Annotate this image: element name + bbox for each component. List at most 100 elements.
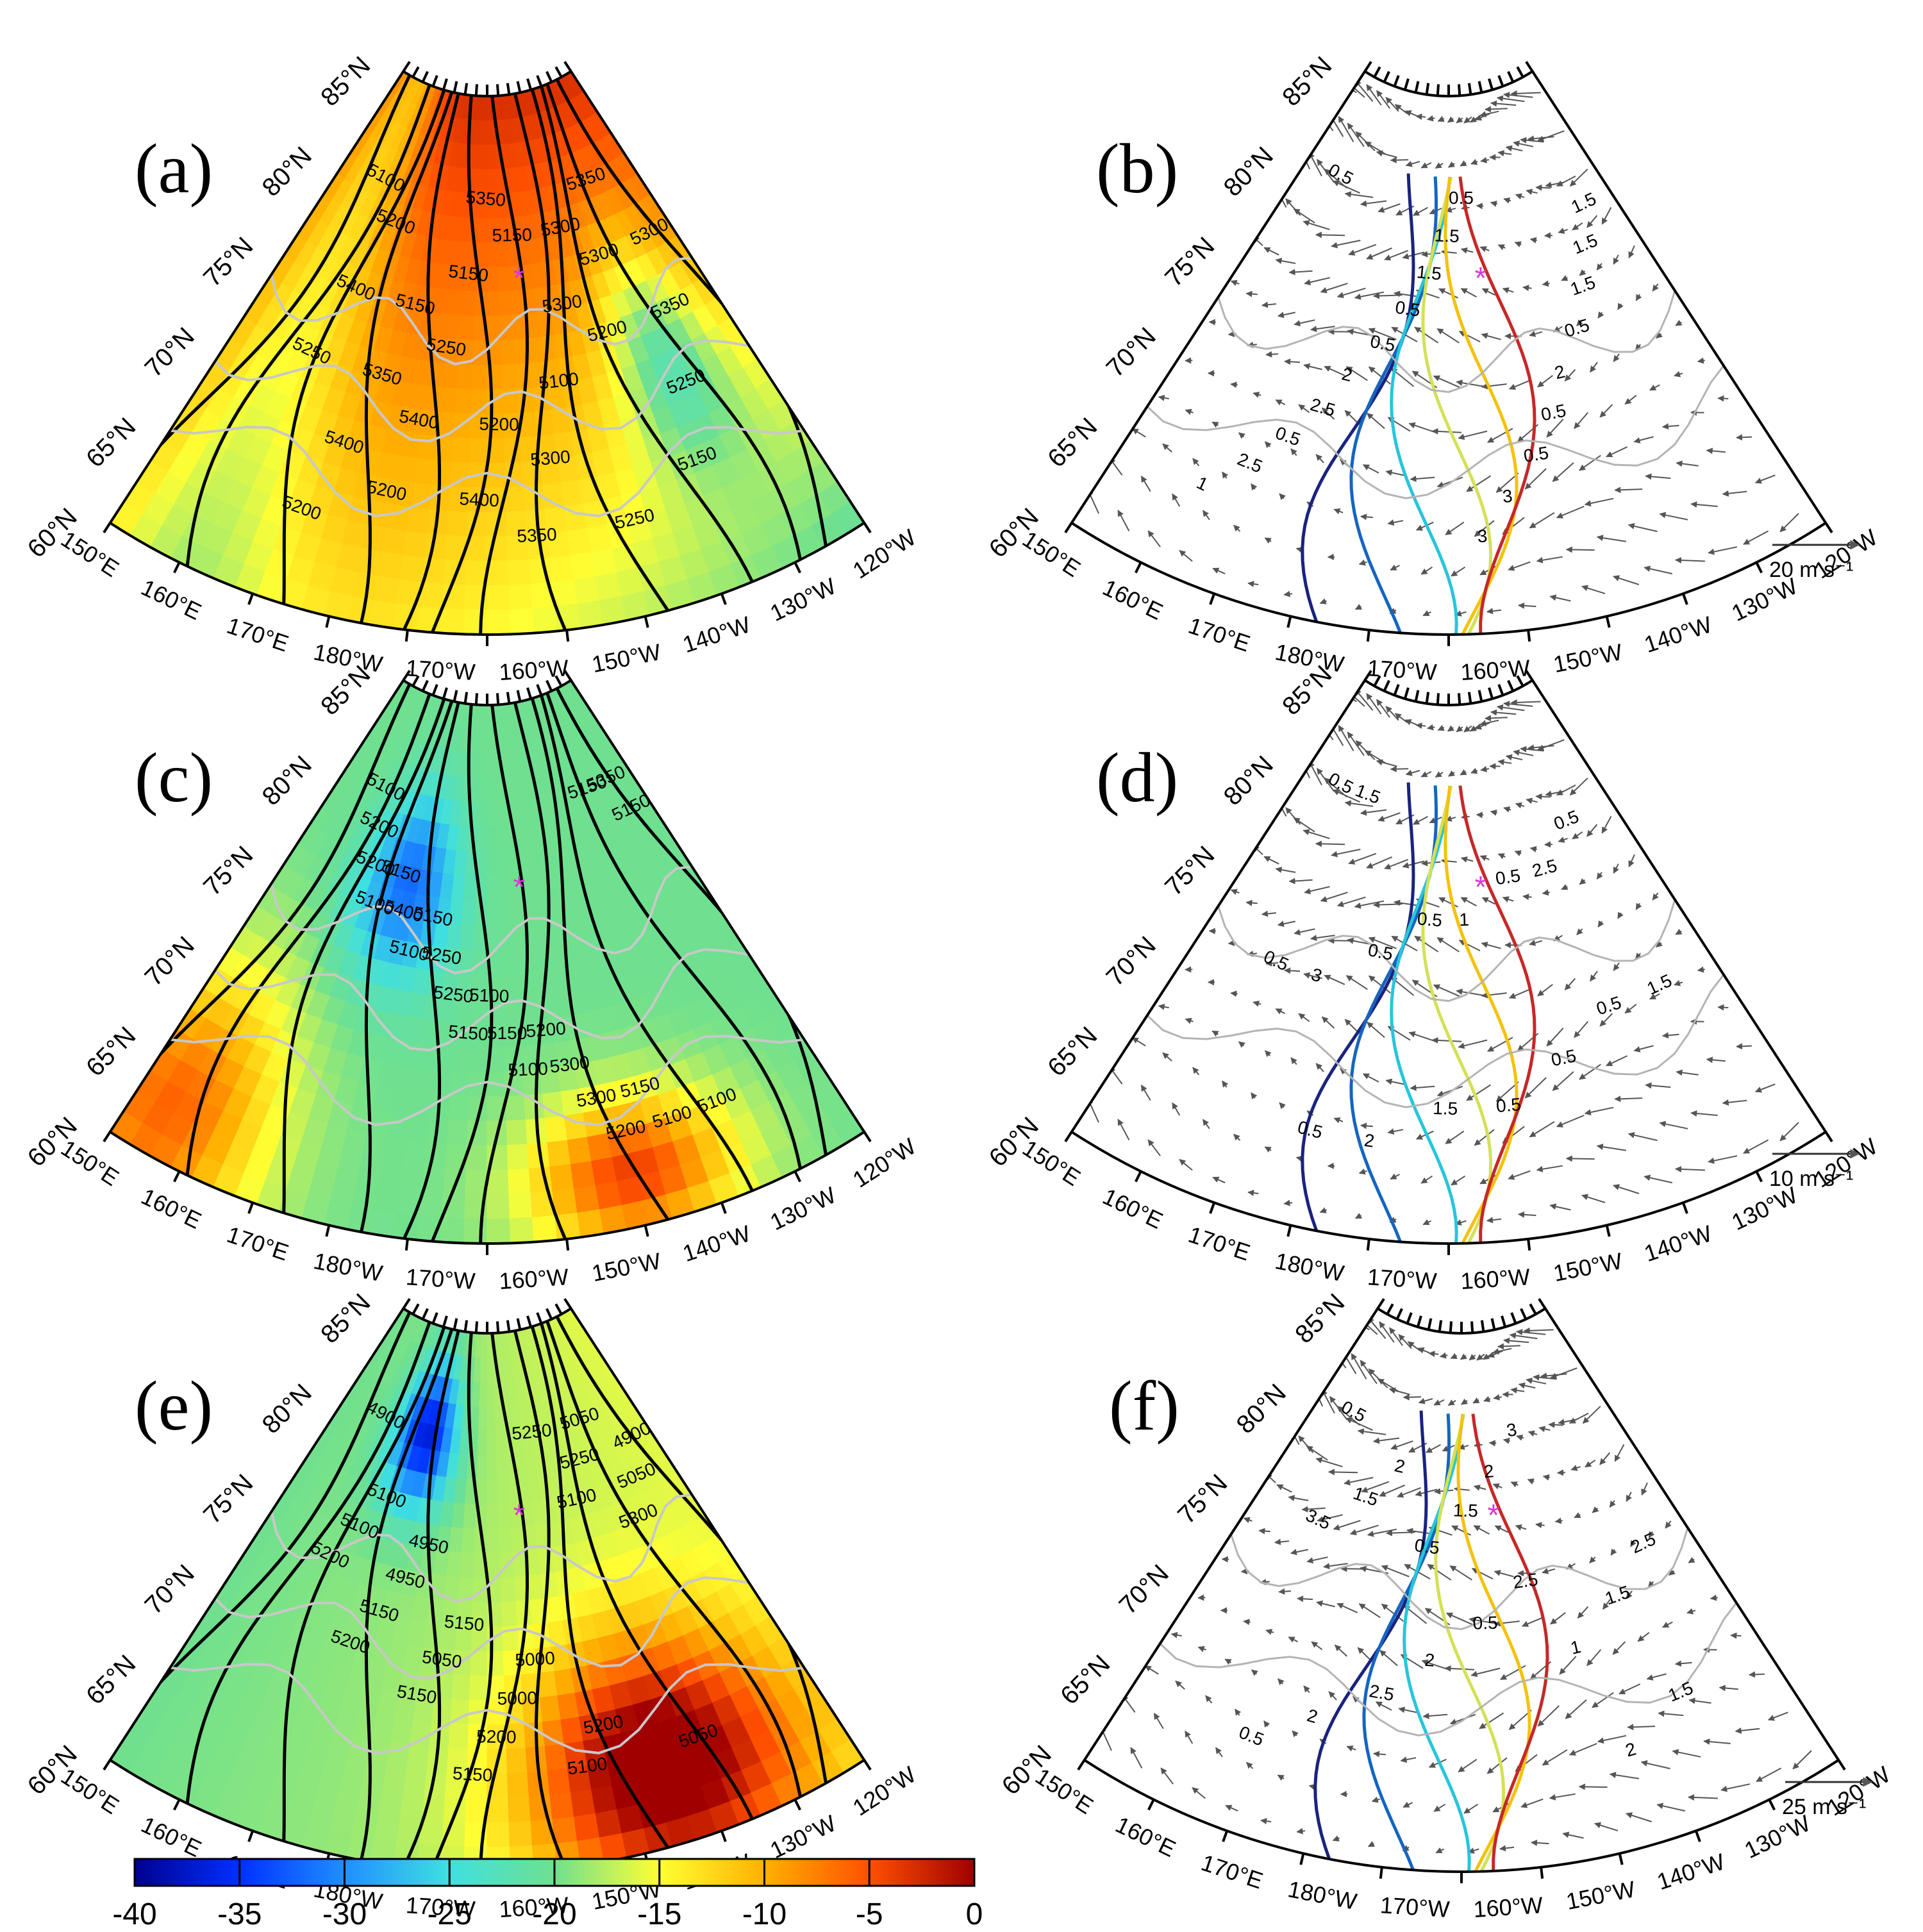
pole-tick <box>1529 1303 1537 1315</box>
contour-label: 5100 <box>508 1058 548 1079</box>
lon-label: 160°E <box>1099 574 1167 625</box>
field-cell <box>481 1333 488 1358</box>
contour-label: 5000 <box>515 1648 556 1670</box>
field-cell <box>461 899 476 926</box>
field-cell <box>469 1675 488 1701</box>
field-cell <box>487 1822 510 1848</box>
wind-vector <box>1505 145 1523 152</box>
field-cell <box>471 753 481 779</box>
contour-label: 5400 <box>459 488 500 510</box>
pole-tick <box>1393 75 1400 87</box>
lat-label: 70°N <box>1101 931 1161 992</box>
field-cell <box>469 1406 480 1432</box>
wind-vector <box>1436 328 1460 344</box>
wind-vector <box>1730 1632 1742 1639</box>
panel-e: 4900495050005050510051505200490049505000… <box>22 1288 921 1922</box>
pole-tick <box>526 687 533 699</box>
field-cell <box>382 1765 408 1794</box>
panel-label: (a) <box>135 129 213 208</box>
pole-tick <box>506 83 511 95</box>
wind-vector <box>1613 254 1619 265</box>
pole-tick <box>474 693 479 705</box>
wind-vector <box>1261 301 1277 308</box>
lon-tick <box>863 1759 872 1770</box>
contour-label: 5150 <box>447 261 489 285</box>
lat-label: 75°N <box>1160 232 1220 292</box>
lon-label: 170°E <box>224 612 292 657</box>
wind-vector <box>1303 220 1330 231</box>
field-cell <box>500 948 517 975</box>
field-cell <box>403 531 428 559</box>
contour-label: 0.5 <box>1417 908 1443 930</box>
wind-vector <box>1293 208 1315 224</box>
pole-tick <box>1501 1315 1507 1328</box>
pole-tick <box>1416 1315 1422 1328</box>
field-cell <box>378 1161 404 1190</box>
coastline <box>214 339 749 443</box>
wind-vector <box>1490 200 1497 207</box>
pole-tick <box>1497 684 1504 696</box>
contour-label: 0.5 <box>1472 1613 1498 1633</box>
field-cell <box>460 1552 475 1578</box>
wind-vector <box>1722 490 1747 497</box>
field-cell <box>451 1046 471 1072</box>
wind-vector <box>1569 169 1588 187</box>
reference-vector-label: 20 m s⁻¹ <box>1769 558 1853 582</box>
station-marker: * <box>513 262 526 296</box>
lon-tick <box>1147 1799 1155 1811</box>
pole-tick <box>402 1298 411 1310</box>
wind-vector <box>1479 246 1490 253</box>
station-marker: * <box>513 1499 526 1533</box>
contour-line <box>431 95 494 633</box>
map-frame <box>1070 69 1827 636</box>
wind-vector <box>1502 287 1514 294</box>
lon-tick <box>1299 1853 1305 1865</box>
lon-label: 150°E <box>1031 1763 1098 1819</box>
wind-vector <box>1355 131 1376 151</box>
pole-tick <box>563 1298 572 1310</box>
lon-label: 180°W <box>1273 1247 1346 1287</box>
pole-tick <box>545 1308 553 1320</box>
wind-vector <box>1247 581 1259 588</box>
wind-vector <box>1438 288 1458 299</box>
wind-vector <box>1675 319 1683 326</box>
wind-vector <box>1264 441 1272 449</box>
lon-tick <box>1527 1238 1531 1251</box>
wind-vector <box>1697 357 1705 364</box>
field-cell <box>487 291 501 317</box>
field-cell <box>451 1503 466 1529</box>
contour-label: 0.5 <box>1369 331 1397 356</box>
pole-tick <box>526 78 533 90</box>
contour-line <box>545 83 803 560</box>
coastline <box>1217 290 1676 394</box>
pole-tick <box>1403 687 1410 699</box>
wind-vector <box>1649 384 1660 391</box>
pole-tick <box>421 71 429 83</box>
lon-label: 120°W <box>848 1133 920 1192</box>
field-cell <box>497 266 512 292</box>
wind-vector <box>1470 158 1478 165</box>
field-cell <box>497 851 510 877</box>
panel-f: 0.50.510.51.51.5222.52.533.5221.50.51.52… <box>997 1288 1895 1922</box>
wind-vector <box>1749 1671 1765 1678</box>
field-cell <box>463 1218 488 1244</box>
speed-contour <box>1301 173 1415 622</box>
wind-vector <box>1565 1155 1595 1162</box>
lon-tick <box>794 562 802 574</box>
wind-vector <box>1328 1345 1347 1369</box>
field-cell <box>406 1744 430 1772</box>
pole-tick <box>526 1315 533 1328</box>
wind-vector <box>1245 290 1258 297</box>
lon-label: 150°W <box>590 638 663 678</box>
wind-vector <box>1578 1783 1608 1790</box>
lon-label: 150°E <box>1018 526 1085 582</box>
wind-vector <box>1378 203 1401 213</box>
pole-tick <box>516 1318 522 1330</box>
wind-vector <box>1518 602 1536 609</box>
lat-label: 70°N <box>140 931 200 992</box>
lat-label: 75°N <box>1160 841 1220 901</box>
wind-vector <box>1410 476 1435 482</box>
contour-label: 5300 <box>529 447 571 470</box>
lon-label: 130°W <box>766 572 840 626</box>
field-cell <box>574 1813 601 1842</box>
